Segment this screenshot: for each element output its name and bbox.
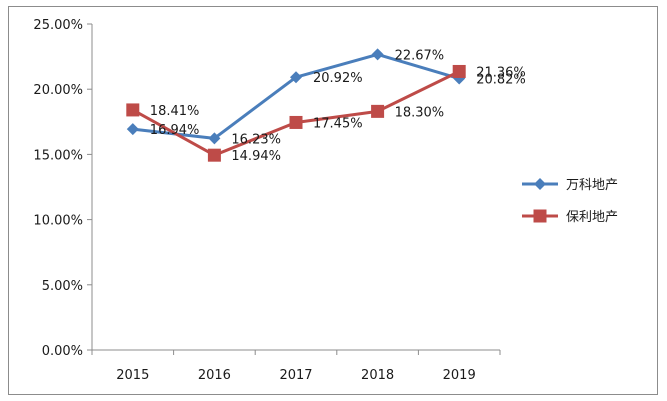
- legend-marker: [534, 178, 546, 190]
- y-tick-label: 20.00%: [33, 83, 83, 98]
- series-2-point: [289, 115, 303, 129]
- data-label: 16.23%: [231, 132, 281, 147]
- y-tick-label: 10.00%: [33, 214, 83, 229]
- data-label: 16.94%: [150, 123, 200, 138]
- x-tick-label: 2016: [198, 368, 231, 383]
- y-axis: 0.00% 5.00% 10.00% 15.00% 20.00% 25.00%: [33, 18, 93, 359]
- legend-label: 万科地产: [566, 178, 618, 193]
- x-tick-label: 2018: [361, 368, 394, 383]
- series-1-point: [371, 48, 384, 61]
- x-axis: 2015 2016 2017 2018 2019: [91, 349, 501, 383]
- series-2-point: [452, 64, 466, 78]
- data-label: 14.94%: [231, 149, 281, 164]
- x-tick-label: 2019: [443, 368, 476, 383]
- y-tick-label: 15.00%: [33, 148, 83, 163]
- series-1-point: [290, 71, 302, 84]
- data-label: 22.67%: [395, 48, 445, 63]
- chart-border: [8, 6, 658, 395]
- data-label: 21.36%: [476, 65, 526, 80]
- series-1-point: [126, 123, 139, 136]
- series-2-point: [126, 103, 140, 117]
- data-label: 20.82%: [476, 73, 526, 88]
- series-1-point: [208, 132, 221, 145]
- data-label: 18.30%: [395, 105, 445, 120]
- x-tick-label: 2015: [116, 368, 149, 383]
- legend-marker: [533, 209, 547, 223]
- legend-label: 保利地产: [566, 210, 618, 225]
- series-2-point: [207, 148, 221, 162]
- y-tick-label: 5.00%: [42, 279, 83, 294]
- data-label: 20.92%: [313, 71, 363, 86]
- data-label: 17.45%: [313, 116, 363, 131]
- y-tick-label: 0.00%: [42, 344, 83, 359]
- y-tick-label: 25.00%: [33, 18, 83, 33]
- x-tick-label: 2017: [279, 368, 312, 383]
- series-2-point: [371, 104, 385, 118]
- data-label: 18.41%: [150, 104, 200, 119]
- series-layer: [126, 48, 466, 162]
- data-label-layer: 16.94% 16.23% 20.92% 22.67% 20.82% 18.41% 14.9…: [150, 48, 526, 164]
